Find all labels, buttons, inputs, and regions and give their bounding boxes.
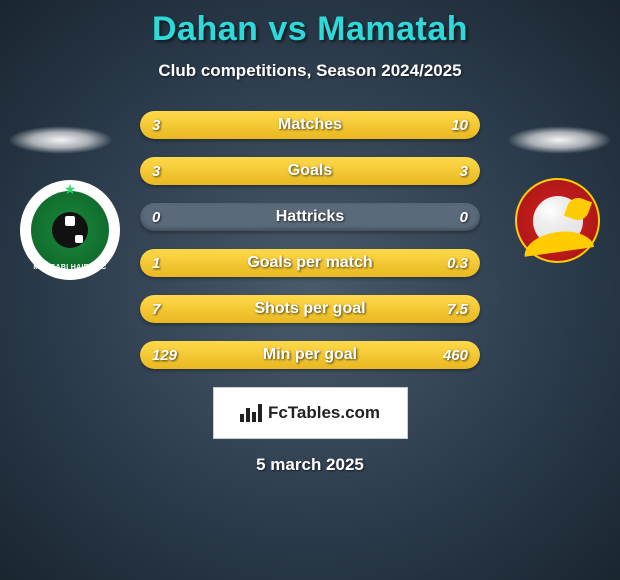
club-badge-left-text: MACCABI HAIFA F.C — [31, 264, 109, 271]
bar-label: Goals per match — [140, 254, 480, 272]
badge-shadow-left — [8, 126, 113, 154]
source-text: FcTables.com — [268, 403, 380, 423]
player-left-name: Dahan — [152, 10, 258, 48]
bar-label: Hattricks — [140, 208, 480, 226]
stat-bar: 129460Min per goal — [140, 341, 480, 369]
bar-label: Shots per goal — [140, 300, 480, 318]
page-title: Dahan vs Mamatah — [152, 10, 468, 49]
player-right-name: Mamatah — [317, 10, 468, 48]
comparison-card: Dahan vs Mamatah Club competitions, Seas… — [0, 0, 620, 580]
stat-bar: 00Hattricks — [140, 203, 480, 231]
stat-bars: 310Matches 33Goals 00Hattricks 10.3Goals pe… — [140, 111, 480, 369]
wave-icon — [521, 227, 593, 257]
fin-icon — [563, 194, 591, 222]
subtitle: Club competitions, Season 2024/2025 — [158, 61, 461, 81]
bar-label: Min per goal — [140, 346, 480, 364]
club-badge-left-inner: ★ MACCABI HAIFA F.C — [31, 191, 109, 269]
stat-bar: 33Goals — [140, 157, 480, 185]
stat-bar: 77.5Shots per goal — [140, 295, 480, 323]
club-badge-right-inner — [533, 196, 583, 246]
bar-label: Goals — [140, 162, 480, 180]
stat-bar: 10.3Goals per match — [140, 249, 480, 277]
date-label: 5 march 2025 — [256, 455, 364, 475]
soccer-ball-icon — [52, 212, 88, 248]
bar-label: Matches — [140, 116, 480, 134]
stat-bar: 310Matches — [140, 111, 480, 139]
club-badge-right — [515, 178, 600, 263]
source-badge: FcTables.com — [213, 387, 408, 439]
vs-separator: vs — [268, 10, 307, 48]
badge-shadow-right — [507, 126, 612, 154]
star-icon: ★ — [64, 181, 77, 198]
club-badge-left: ★ MACCABI HAIFA F.C — [20, 180, 120, 280]
bar-chart-icon — [240, 404, 262, 422]
